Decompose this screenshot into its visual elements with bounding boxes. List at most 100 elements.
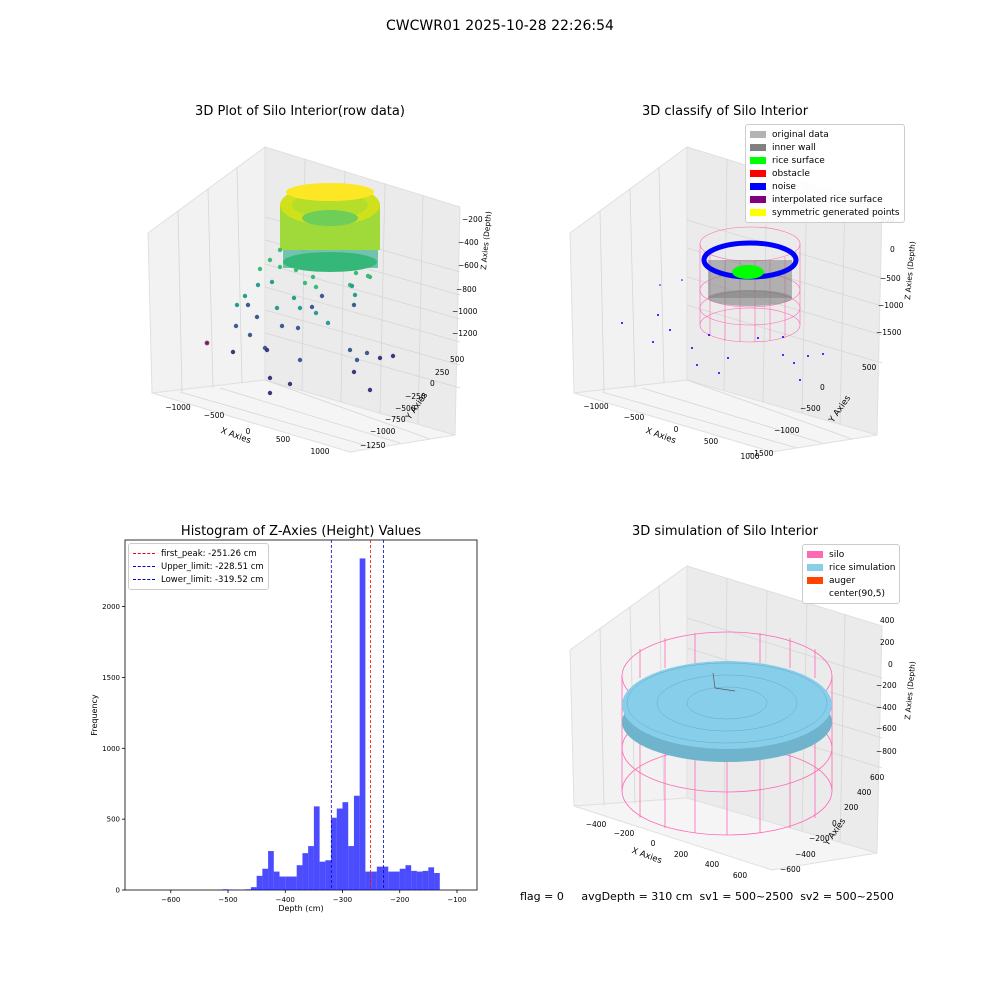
legend-swatch	[750, 209, 766, 216]
histogram-bar	[405, 865, 412, 890]
simulation-ztick: −200	[876, 681, 897, 690]
classify-ztick: 0	[890, 245, 895, 254]
classify-legend: original data inner wall rice surface ob…	[745, 124, 905, 223]
legend-item: obstacle	[750, 167, 900, 180]
legend-label: inner wall	[772, 142, 816, 153]
histogram-bar	[371, 871, 377, 890]
classify-xtick: 1000	[740, 452, 759, 461]
simulation-ztick: −400	[876, 703, 897, 712]
histogram-bar	[285, 876, 291, 890]
legend-item: rice surface	[750, 154, 900, 167]
legend-item: interpolated rice surface	[750, 193, 900, 206]
raw-xtick: 0	[246, 427, 251, 436]
raw-xtick: 1000	[310, 447, 329, 456]
legend-item: symmetric generated points	[750, 206, 900, 219]
histogram-bar	[302, 853, 309, 890]
legend-item: noise	[750, 180, 900, 193]
classify-plot-title: 3D classify of Silo Interior	[641, 104, 809, 119]
legend-line	[133, 579, 155, 580]
legend-label: auger	[829, 575, 856, 586]
legend-label: original data	[772, 129, 829, 140]
legend-swatch	[807, 590, 823, 597]
histogram-bar	[365, 871, 372, 890]
legend-label: center(90,5)	[829, 588, 886, 599]
raw-xtick: −500	[204, 411, 225, 420]
histogram-bar	[376, 866, 383, 890]
raw-ztick: −800	[456, 285, 477, 294]
simulation-ytick: 200	[844, 803, 859, 812]
histogram-axes-frame	[124, 539, 478, 891]
simulation-xlabel: X Axies	[630, 846, 663, 866]
classify-ytick: 0	[820, 383, 825, 392]
legend-swatch	[750, 196, 766, 203]
classify-xtick: −500	[624, 413, 645, 422]
simulation-plot-title: 3D simulation of Silo Interior	[632, 524, 818, 539]
classify-ytick: −500	[800, 404, 821, 413]
histogram-xtick-label: −600	[161, 896, 180, 904]
histogram-xtick-label: −200	[390, 896, 409, 904]
legend-line	[133, 553, 155, 554]
legend-swatch	[750, 183, 766, 190]
classify-ztick: −500	[880, 274, 901, 283]
histogram-xtick-label: −100	[447, 896, 466, 904]
raw-ytick: 250	[435, 368, 450, 377]
histogram-bar	[319, 861, 326, 890]
legend-swatch	[750, 157, 766, 164]
legend-swatch	[750, 170, 766, 177]
histogram-bar	[262, 868, 269, 890]
simulation-ytick: −200	[809, 834, 830, 843]
raw-3d-plot: −200 −400 −600 −800 −1000 −1200 Z Axies …	[147, 146, 493, 456]
histogram-bar	[279, 876, 286, 890]
legend-label: silo	[829, 549, 845, 560]
histogram-bar	[325, 860, 332, 890]
legend-label: rice surface	[772, 155, 825, 166]
raw-ztick: −1000	[452, 307, 478, 316]
histogram-ytick-label: 0	[116, 887, 120, 895]
histogram-title: Histogram of Z-Axies (Height) Values	[180, 524, 422, 539]
simulation-xtick: 200	[674, 850, 689, 859]
legend-label: interpolated rice surface	[772, 194, 883, 205]
histogram-xticks: −600 −500 −400 −300 −200 −100	[161, 890, 467, 904]
histogram-bar	[313, 806, 320, 890]
raw-plot-title: 3D Plot of Silo Interior(row data)	[195, 104, 405, 119]
histogram-bar	[422, 870, 429, 890]
legend-item: first_peak: -251.26 cm	[133, 547, 264, 560]
histogram-bar	[222, 889, 229, 890]
legend-label: obstacle	[772, 168, 810, 179]
legend-line	[133, 566, 155, 567]
legend-item: center(90,5)	[807, 587, 895, 600]
classify-noise-points	[621, 279, 824, 381]
status-footer: flag = 0 avgDepth = 310 cm sv1 = 500~250…	[520, 890, 894, 903]
legend-item: Lower_limit: -319.52 cm	[133, 573, 264, 586]
histogram-bar	[428, 867, 435, 890]
raw-ytick: −1000	[370, 427, 396, 436]
raw-ytick: −500	[395, 404, 416, 413]
raw-ytick: −250	[405, 392, 426, 401]
legend-label: Lower_limit: -319.52 cm	[161, 574, 264, 585]
simulation-ztick: −600	[876, 724, 897, 733]
histogram-reference-lines	[330, 540, 384, 890]
histogram-xtick-label: −500	[218, 896, 237, 904]
simulation-ztick: 400	[880, 616, 895, 625]
raw-ztick: −1200	[452, 329, 478, 338]
simulation-xtick: 0	[651, 839, 656, 848]
histogram-bar	[296, 865, 303, 890]
raw-ztick: −400	[458, 238, 479, 247]
legend-item: Upper_limit: -228.51 cm	[133, 560, 264, 573]
histogram-ytick-label: 1500	[102, 674, 120, 682]
histogram-bar	[411, 870, 417, 890]
legend-label: noise	[772, 181, 796, 192]
histogram-ytick-label: 500	[107, 816, 120, 824]
legend-item: auger	[807, 574, 895, 587]
classify-ytick: −1000	[774, 426, 800, 435]
simulation-3d-plot: 400 200 0 −200 −400 −600 −800 Z Axies (D…	[569, 565, 917, 880]
legend-label: Upper_limit: -228.51 cm	[161, 561, 264, 572]
legend-item: original data	[750, 128, 900, 141]
legend-item: inner wall	[750, 141, 900, 154]
simulation-xtick: −200	[614, 829, 635, 838]
raw-point-cloud	[204, 183, 396, 396]
raw-ytick: −1250	[360, 441, 386, 450]
raw-ytick: −750	[385, 415, 406, 424]
simulation-ytick: −600	[780, 865, 801, 874]
histogram-bar	[434, 872, 440, 890]
